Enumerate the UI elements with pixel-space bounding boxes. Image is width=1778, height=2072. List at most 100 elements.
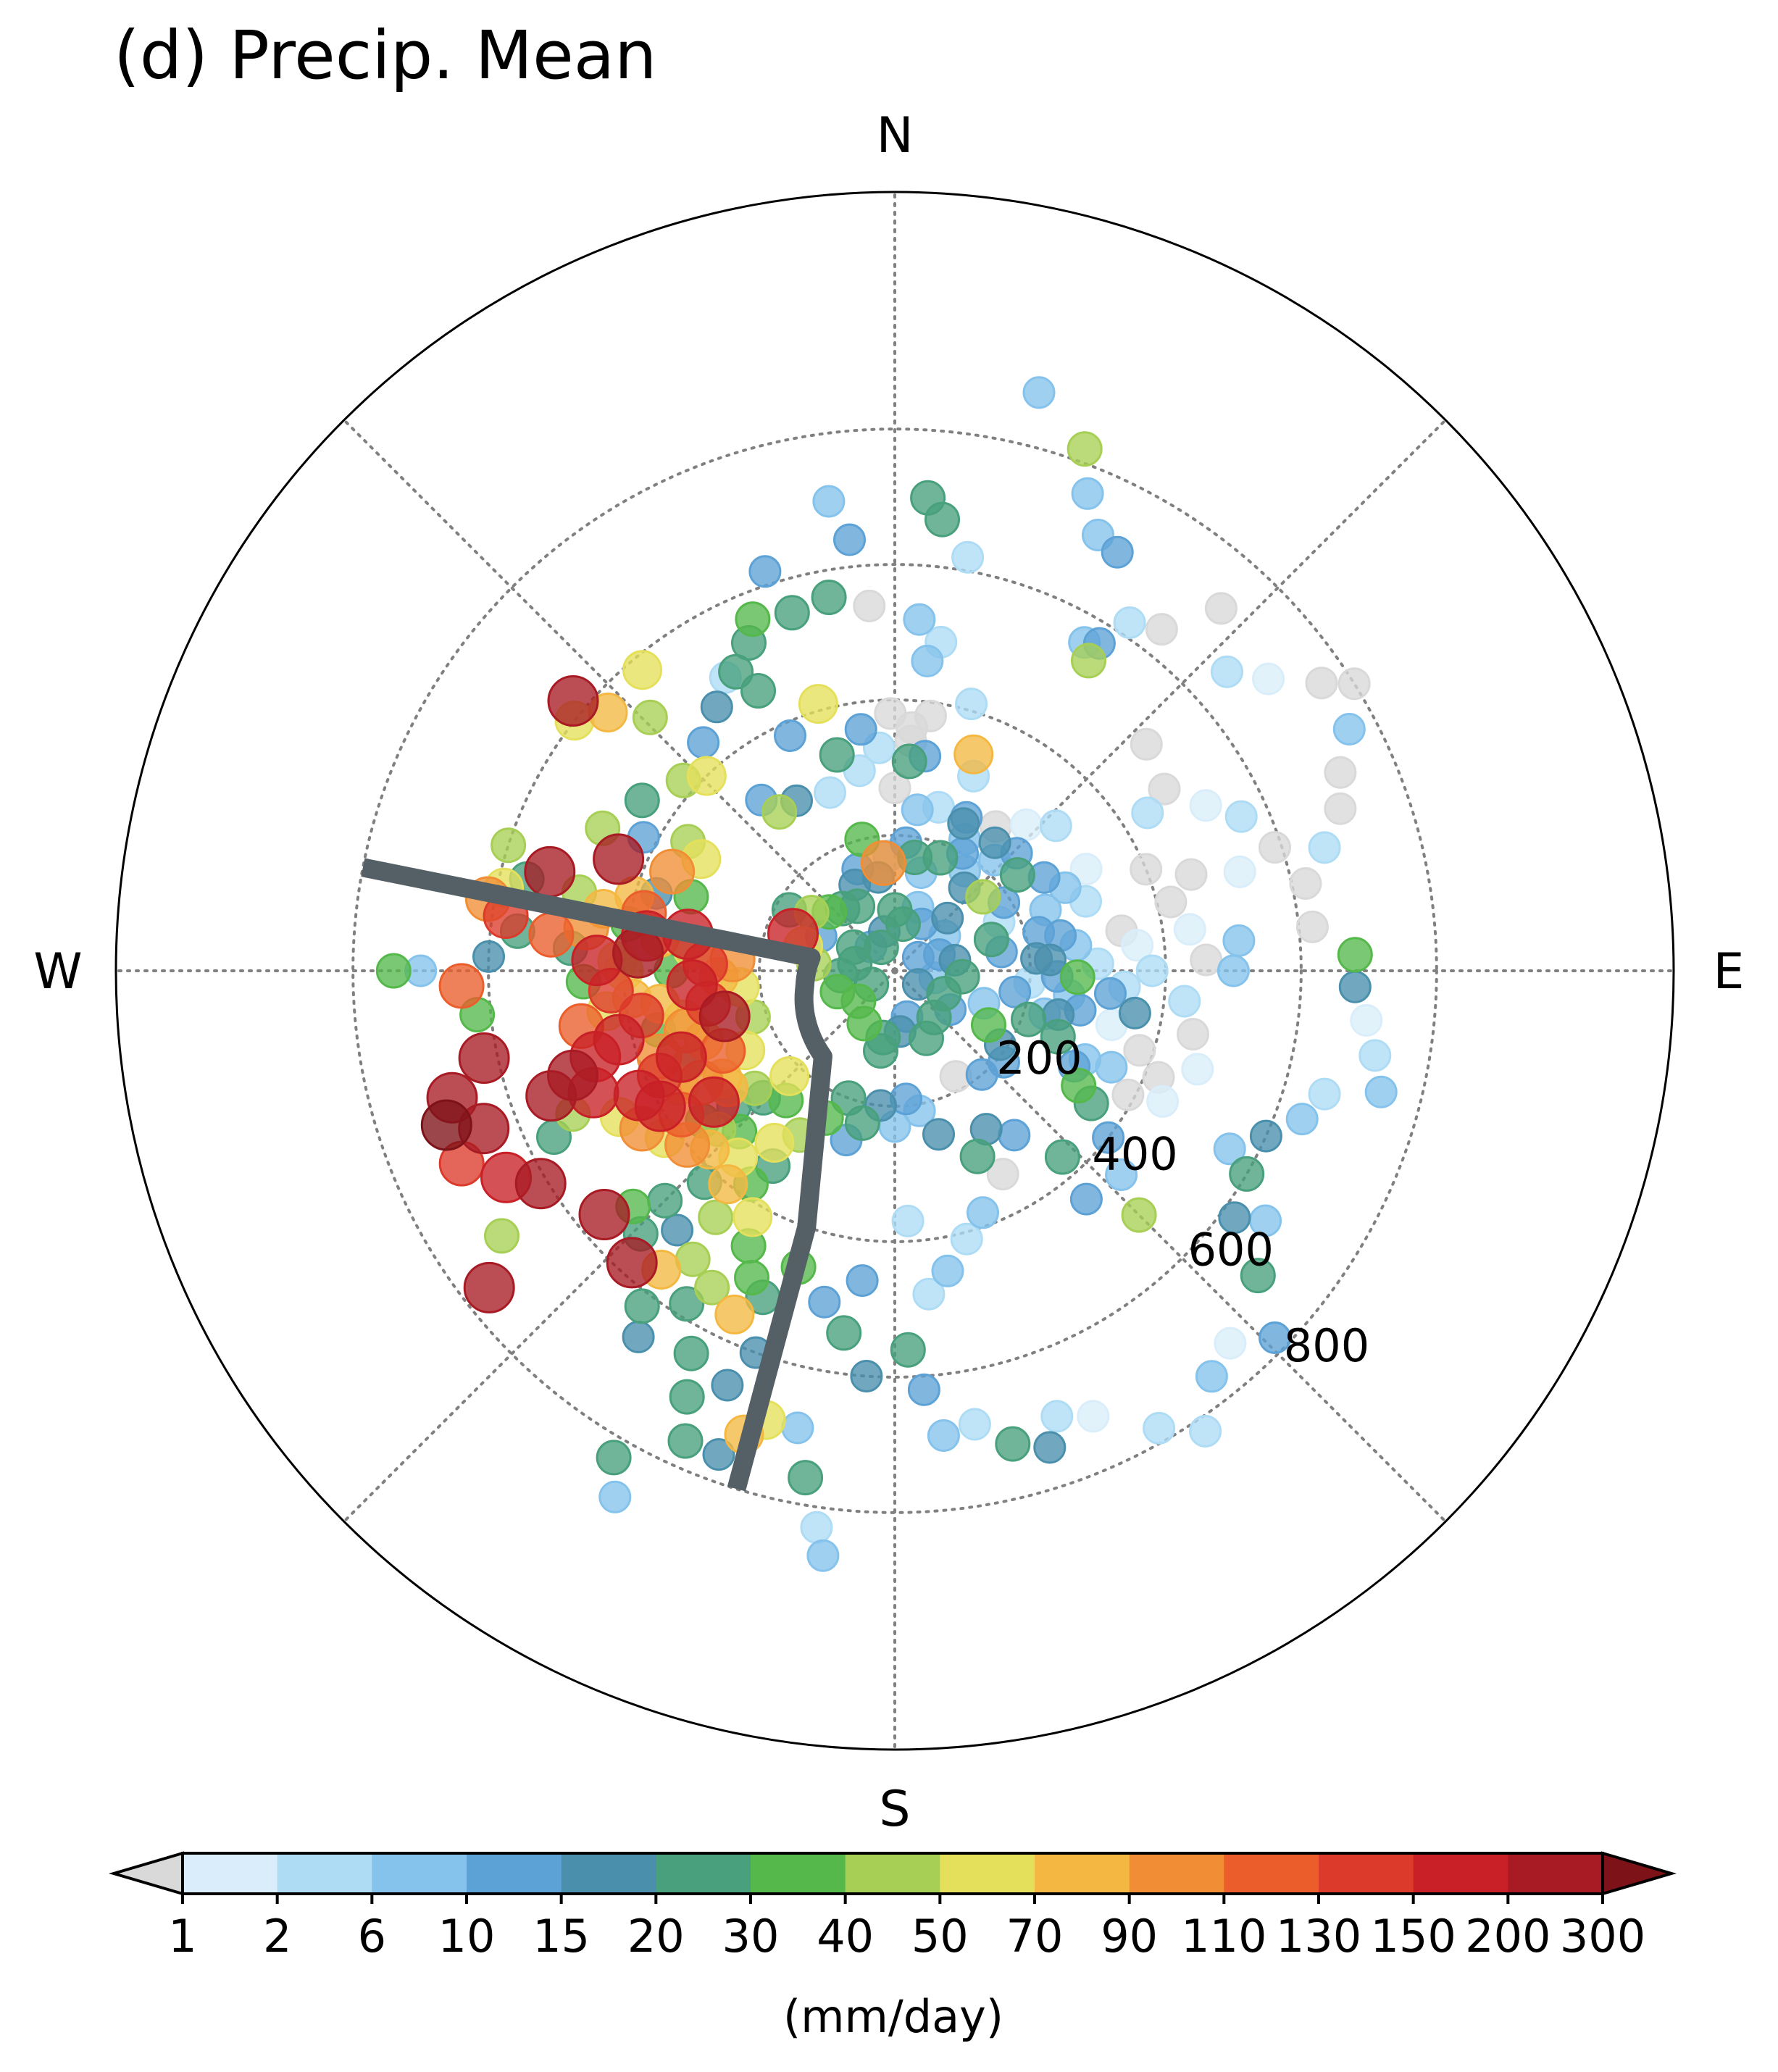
scatter-point — [891, 1204, 925, 1237]
scatter-point — [965, 1058, 998, 1091]
scatter-point — [986, 1158, 1019, 1191]
scatter-point — [1337, 937, 1373, 973]
scatter-point — [598, 1480, 632, 1513]
scatter-point — [1101, 535, 1134, 569]
scatter-point — [1168, 985, 1201, 1018]
scatter-point — [1181, 1053, 1214, 1086]
scatter-point — [714, 1294, 755, 1334]
scatter-point — [998, 1119, 1031, 1152]
scatter-point — [995, 1426, 1031, 1462]
scatter-point — [1332, 713, 1366, 745]
scatter-point — [1044, 1139, 1080, 1175]
scatter-point — [833, 523, 866, 556]
scatter-point — [622, 650, 662, 690]
colorbar-segment — [183, 1853, 278, 1894]
scatter-point — [1337, 667, 1371, 701]
scatter-point — [624, 1288, 660, 1324]
scatter-point — [1059, 959, 1095, 995]
colorbar-segment — [1035, 1853, 1130, 1894]
colorbar-tick-label: 40 — [817, 1910, 874, 1963]
colorbar-tick-label: 15 — [533, 1910, 590, 1963]
direction-label-north: N — [877, 107, 914, 164]
polar-grid — [114, 191, 1675, 1751]
scatter-point — [853, 589, 886, 622]
colorbar-tick-label: 6 — [358, 1910, 386, 1963]
scatter-point — [971, 1007, 1006, 1043]
colorbar-tick-label: 70 — [1006, 1910, 1064, 1963]
scatter-point — [1009, 809, 1043, 841]
scatter-point — [1308, 1077, 1341, 1111]
colorbar-tick-label: 300 — [1560, 1910, 1645, 1963]
colorbar-segment — [561, 1853, 656, 1894]
colorbar-segment — [1508, 1853, 1603, 1894]
scatter-point — [800, 1511, 833, 1544]
scatter-point — [846, 1264, 879, 1298]
scatter-point — [1249, 1119, 1282, 1153]
scatter-point — [1033, 1431, 1067, 1464]
scatter-point — [812, 485, 846, 518]
scatter-point — [698, 1199, 734, 1235]
scatter-point — [438, 963, 485, 1009]
scatter-point — [1121, 929, 1154, 962]
colorbar-segment — [1319, 1853, 1414, 1894]
scatter-point — [826, 1315, 862, 1351]
scatter-point — [735, 601, 771, 638]
scatter-point — [774, 719, 806, 752]
colorbar-tick-label: 50 — [911, 1910, 969, 1963]
scatter-point — [1222, 924, 1256, 957]
colorbar-tick-label: 110 — [1181, 1910, 1266, 1963]
scatter-point — [1177, 1018, 1209, 1050]
scatter-point — [734, 1260, 769, 1296]
scatter-point — [761, 794, 798, 830]
scatter-point — [624, 782, 660, 819]
scatter-point — [931, 1254, 964, 1287]
colorbar-segment — [751, 1853, 846, 1894]
scatter-point — [1195, 1360, 1228, 1393]
colorbar-tick-label: 200 — [1465, 1910, 1550, 1963]
scatter-point — [733, 1197, 773, 1237]
scatter-point — [931, 901, 964, 935]
scatter-point — [748, 555, 782, 588]
chart-title: (d) Precip. Mean — [114, 17, 656, 94]
scatter-point — [472, 940, 505, 973]
scatter-point — [718, 653, 754, 690]
scatter-point — [912, 1277, 946, 1311]
scatter-point — [491, 827, 527, 864]
scatter-point — [688, 1076, 740, 1128]
scatter-point — [687, 726, 720, 759]
scatter-point — [622, 1320, 655, 1353]
scatter-point — [1173, 913, 1206, 946]
scatter-point — [911, 644, 944, 677]
scatter-points — [375, 376, 1398, 1572]
scatter-point — [998, 975, 1032, 1008]
colorbar-tick-label: 150 — [1371, 1910, 1456, 1963]
scatter-point — [1252, 662, 1285, 695]
scatter-point — [1350, 1003, 1383, 1037]
colorbar-tick-label: 20 — [627, 1910, 685, 1963]
scatter-point — [1324, 792, 1357, 825]
scatter-point — [1204, 592, 1237, 625]
scatter-point — [1071, 477, 1104, 510]
scatter-point — [686, 756, 727, 796]
scatter-point — [846, 1006, 882, 1042]
scatter-point — [606, 1237, 658, 1289]
scatter-point — [649, 848, 696, 895]
scatter-point — [903, 603, 936, 636]
scatter-point — [819, 737, 855, 773]
scatter-point — [1071, 643, 1106, 679]
scatter-point — [1039, 809, 1072, 843]
scatter-point — [700, 690, 733, 724]
scatter-point — [613, 1069, 665, 1121]
boundary-line-group — [361, 858, 832, 1492]
colorbar-tick-label: 1 — [168, 1910, 196, 1963]
scatter-point — [953, 734, 994, 774]
scatter-point — [811, 580, 847, 615]
scatter-point — [1154, 885, 1188, 919]
colorbar-label: (mm/day) — [783, 1990, 1003, 2043]
colorbar-frame — [181, 1852, 1604, 1895]
colorbar-segment — [1224, 1853, 1319, 1894]
scatter-point — [1189, 789, 1222, 822]
scatter-point — [593, 833, 645, 885]
direction-label-south: S — [879, 1781, 910, 1838]
scatter-point — [669, 1379, 705, 1415]
